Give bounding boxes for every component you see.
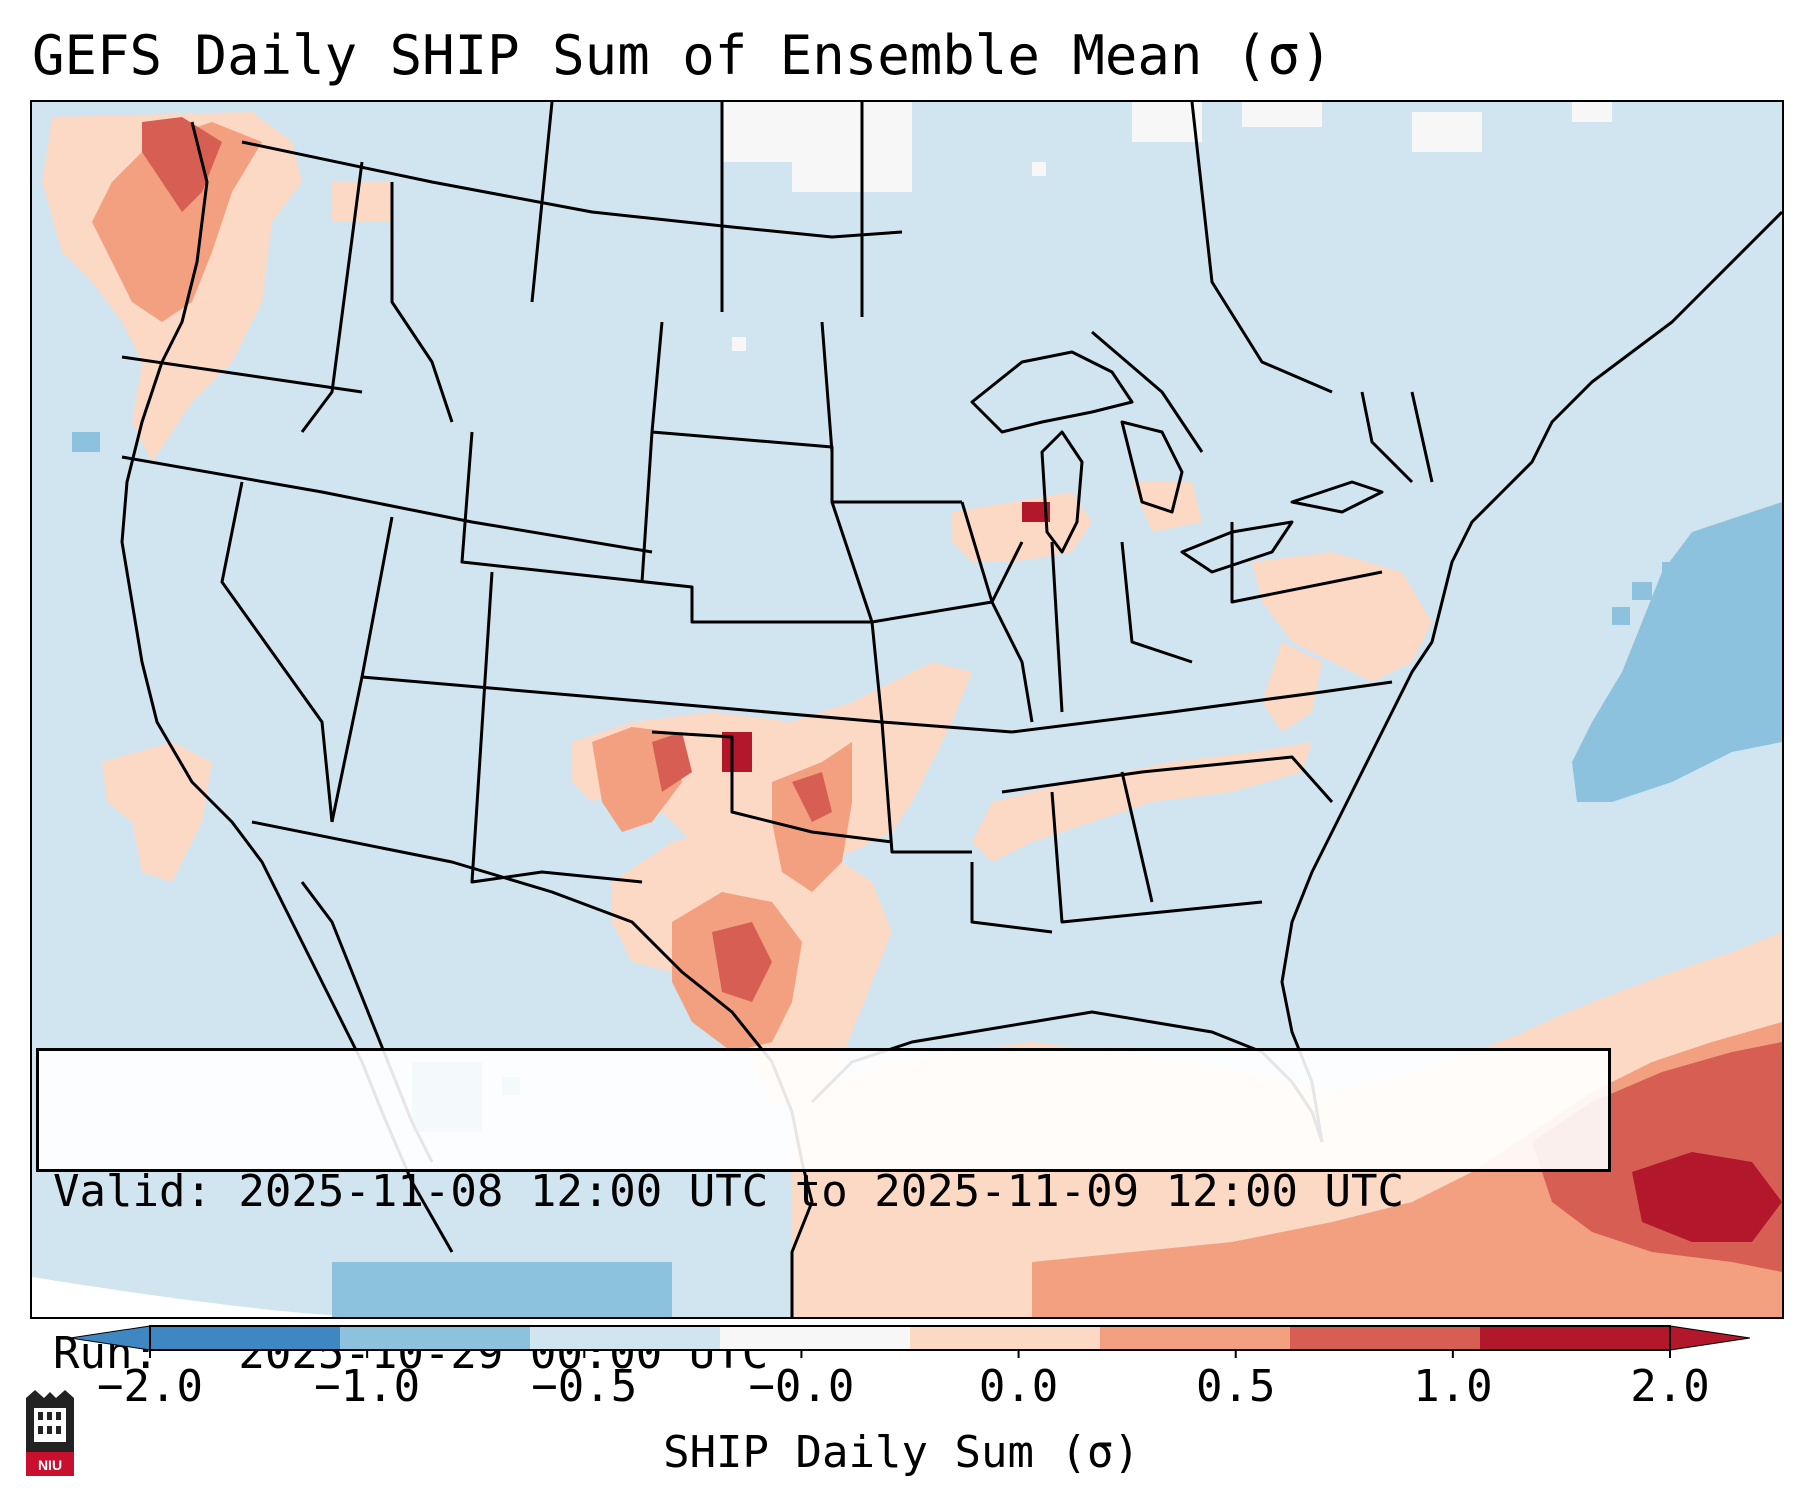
atlantic-coast bbox=[1280, 210, 1782, 1143]
colorbar-segment bbox=[720, 1326, 911, 1350]
colorbar-tick-label: −0.5 bbox=[531, 1361, 638, 1412]
canada-border bbox=[241, 140, 903, 239]
colorbar-tick-label: 0.0 bbox=[978, 1361, 1059, 1412]
colorbar-segment bbox=[1290, 1326, 1481, 1350]
lake-michigan bbox=[1040, 430, 1084, 554]
logo-text: NIU bbox=[38, 1457, 62, 1473]
colorbar-label: SHIP Daily Sum (σ) bbox=[663, 1427, 1140, 1478]
colorbar bbox=[70, 1325, 1750, 1358]
positive-extreme bbox=[722, 502, 1782, 1242]
colorbar-segment bbox=[910, 1326, 1101, 1350]
colorbar-tick-label: 1.0 bbox=[1413, 1361, 1493, 1412]
lake-ontario bbox=[1290, 480, 1384, 514]
lake-erie bbox=[1180, 520, 1294, 574]
niu-logo: NIU bbox=[26, 1390, 74, 1476]
lake-huron bbox=[1120, 420, 1184, 514]
mexico-coast bbox=[251, 820, 814, 1317]
pacific-coast bbox=[120, 121, 454, 1253]
colorbar-segment bbox=[530, 1326, 721, 1350]
valid-run-infobox: Valid: 2025-11-08 12:00 UTC to 2025-11-0… bbox=[36, 1048, 1611, 1379]
colorbar-extend-low bbox=[70, 1325, 151, 1351]
colorbar-tick-label: 0.5 bbox=[1195, 1361, 1276, 1412]
colorbar-tick-label: −2.0 bbox=[97, 1361, 203, 1412]
valid-line: Valid: 2025-11-08 12:00 UTC to 2025-11-0… bbox=[53, 1166, 1405, 1217]
colorbar-extend-high bbox=[1669, 1325, 1750, 1351]
colorbar-segment bbox=[150, 1326, 341, 1350]
colorbar-segment bbox=[1100, 1326, 1291, 1350]
colorbar-tick-label: −1.0 bbox=[314, 1361, 421, 1412]
projection-edge-left bbox=[32, 1277, 382, 1317]
neutral-patches bbox=[722, 102, 1612, 351]
colorbar-segment bbox=[1480, 1326, 1671, 1350]
atlantic-negative bbox=[1572, 502, 1782, 802]
map-title: GEFS Daily SHIP Sum of Ensemble Mean (σ) bbox=[32, 24, 1333, 87]
colorbar-segment bbox=[340, 1326, 531, 1350]
boundary-lines bbox=[120, 102, 1782, 1317]
colorbar-segments bbox=[150, 1326, 1671, 1350]
colorbar-frame bbox=[149, 1325, 1671, 1351]
colorbar-ticks bbox=[149, 1350, 1671, 1358]
lake-superior bbox=[970, 350, 1134, 434]
colorbar-tick-label: −0.0 bbox=[748, 1361, 855, 1412]
colorbar-tick-label: 2.0 bbox=[1630, 1361, 1710, 1412]
